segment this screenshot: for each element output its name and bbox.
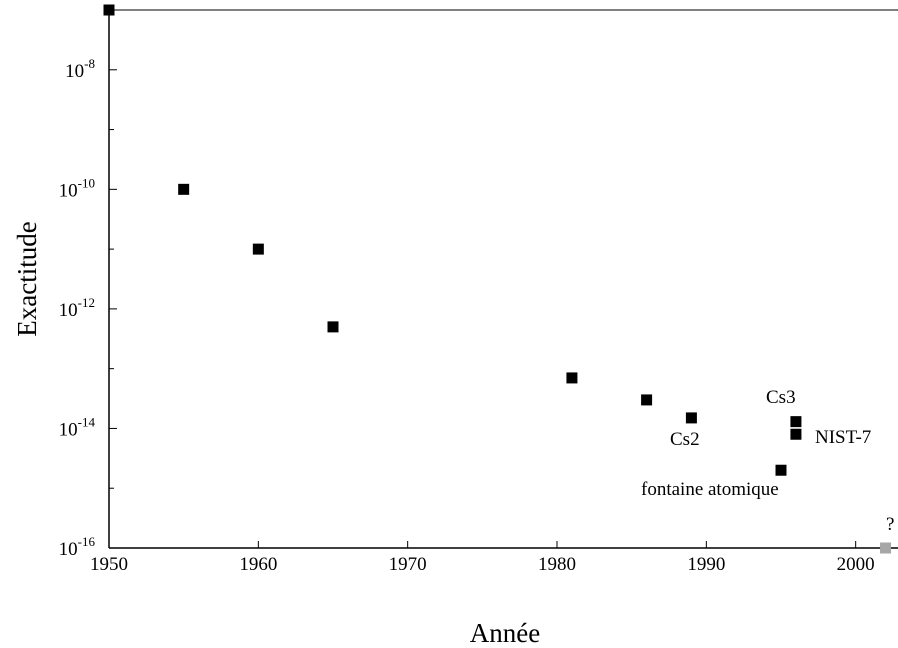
annotation-cs3: Cs3 (766, 387, 796, 408)
y-tick-exponent: -8 (84, 56, 95, 71)
y-tick-exponent: -14 (78, 414, 96, 429)
x-tick-label: 1950 (90, 554, 128, 575)
y-axis-title: Exactitude (12, 221, 42, 336)
annotation-cs2: Cs2 (670, 429, 700, 450)
axes (108, 9, 898, 549)
y-tick-label: 10-16 (59, 534, 96, 560)
data-point (327, 321, 339, 333)
data-point (252, 243, 264, 255)
x-axis-title: Année (470, 618, 540, 648)
y-tick-base: 10 (59, 300, 78, 321)
y-tick-label: 10-8 (65, 56, 95, 82)
data-point (685, 412, 697, 424)
x-tick-label: 2000 (837, 554, 875, 575)
data-point (775, 464, 787, 476)
data-point (790, 416, 802, 428)
data-points (103, 4, 892, 554)
x-tick-label: 1990 (687, 554, 725, 575)
data-point (103, 4, 115, 16)
future-data-point (880, 542, 892, 554)
y-tick-base: 10 (59, 180, 78, 201)
x-tick-label: 1980 (538, 554, 576, 575)
y-tick-base: 10 (59, 419, 78, 440)
y-tick-exponent: -16 (78, 534, 96, 549)
y-tick-label: 10-10 (59, 175, 95, 201)
y-tick-exponent: -10 (78, 175, 95, 190)
data-point (790, 428, 802, 440)
x-tick-label: 1970 (389, 554, 427, 575)
x-ticks: 1950 1960 1970 1980 1990 2000 (90, 541, 875, 575)
y-tick-exponent: -12 (78, 295, 95, 310)
y-tick-label: 10-12 (59, 295, 95, 321)
annotation-nist7: NIST-7 (815, 427, 871, 448)
x-tick-label: 1960 (239, 554, 277, 575)
y-tick-base: 10 (65, 61, 84, 82)
data-point (566, 372, 578, 384)
data-point (178, 183, 190, 195)
annotations: Cs2 Cs3 NIST-7 fontaine atomique ? (641, 387, 894, 535)
annotation-question: ? (886, 514, 894, 535)
annotation-fontaine: fontaine atomique (641, 479, 779, 500)
y-tick-base: 10 (59, 539, 78, 560)
y-tick-label: 10-14 (59, 414, 96, 440)
data-point (641, 394, 653, 406)
